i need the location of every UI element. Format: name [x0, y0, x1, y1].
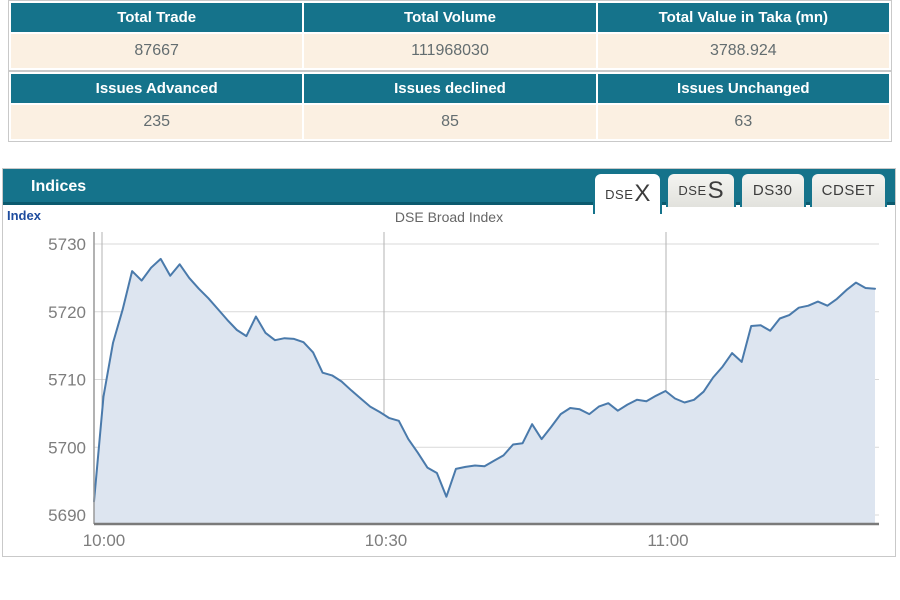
totals-table: Total Trade Total Volume Total Value in …: [8, 0, 892, 71]
chart-title: DSE Broad Index: [394, 209, 504, 225]
total-trade-header: Total Trade: [11, 3, 303, 32]
issues-unchanged-header: Issues Unchanged: [597, 74, 889, 103]
y-tick-label: 5720: [48, 303, 86, 322]
y-tick-label: 5700: [48, 438, 86, 457]
chart-line: [93, 257, 876, 503]
issues-declined-header: Issues declined: [304, 74, 596, 103]
totals-header-row: Total Trade Total Volume Total Value in …: [11, 3, 889, 32]
indices-panel: Indices DSE X DSE S DS30 CDSET Index DSE B…: [2, 168, 896, 557]
y-tick-label: 5730: [48, 235, 86, 254]
total-trade-value: 87667: [11, 34, 303, 68]
issues-table: Issues Advanced Issues declined Issues U…: [8, 71, 892, 142]
tab-dsex-label: DSE: [605, 186, 634, 202]
y-tick-label: 5690: [48, 506, 86, 525]
x-tick-label: 10:00: [83, 531, 126, 550]
indices-title: Indices: [31, 178, 87, 195]
tab-ds30[interactable]: DS30: [739, 172, 806, 207]
chart-area: [94, 258, 875, 523]
tab-dsex-label-suffix: X: [634, 180, 651, 207]
index-tabs: DSE X DSE S DS30 CDSET: [589, 172, 887, 214]
totals-value-row: 87667 111968030 3788.924: [11, 34, 889, 68]
total-value-value: 3788.924: [597, 34, 889, 68]
tab-cdset-label: CDSET: [821, 182, 875, 199]
y-axis-name: Index: [7, 208, 41, 223]
chart-subheader: Index DSE Broad Index: [3, 205, 895, 226]
total-volume-header: Total Volume: [304, 3, 596, 32]
x-tick-label: 11:00: [647, 531, 688, 550]
x-tick-label: 10:30: [365, 531, 408, 550]
total-value-header: Total Value in Taka (mn): [597, 3, 889, 32]
issues-advanced-value: 235: [11, 105, 303, 139]
tab-cdset[interactable]: CDSET: [809, 172, 887, 207]
tab-dses[interactable]: DSE S: [666, 172, 736, 207]
issues-header-row: Issues Advanced Issues declined Issues U…: [11, 74, 889, 103]
tab-dses-label: DSE: [678, 183, 707, 198]
issues-declined-value: 85: [304, 105, 596, 139]
issues-unchanged-value: 63: [597, 105, 889, 139]
total-volume-value: 111968030: [304, 34, 596, 68]
index-chart: 5730 5720 5710 5700 5690 10:00 10:30 11:00: [48, 232, 879, 550]
issues-advanced-header: Issues Advanced: [11, 74, 303, 103]
y-tick-label: 5710: [48, 371, 86, 390]
tab-dsex[interactable]: DSE X: [593, 172, 663, 214]
tab-ds30-label: DS30: [752, 182, 793, 199]
issues-value-row: 235 85 63: [11, 105, 889, 139]
tab-dses-label-suffix: S: [707, 176, 724, 204]
